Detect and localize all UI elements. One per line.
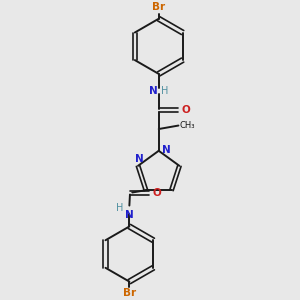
Text: O: O (182, 105, 191, 115)
Text: H: H (161, 86, 169, 96)
Text: O: O (153, 188, 161, 198)
Text: H: H (116, 202, 124, 213)
Text: CH₃: CH₃ (180, 121, 195, 130)
Text: N: N (149, 86, 158, 96)
Text: N: N (125, 210, 134, 220)
Text: Br: Br (123, 288, 136, 298)
Text: Br: Br (152, 2, 165, 12)
Text: N: N (162, 145, 171, 155)
Text: N: N (134, 154, 143, 164)
